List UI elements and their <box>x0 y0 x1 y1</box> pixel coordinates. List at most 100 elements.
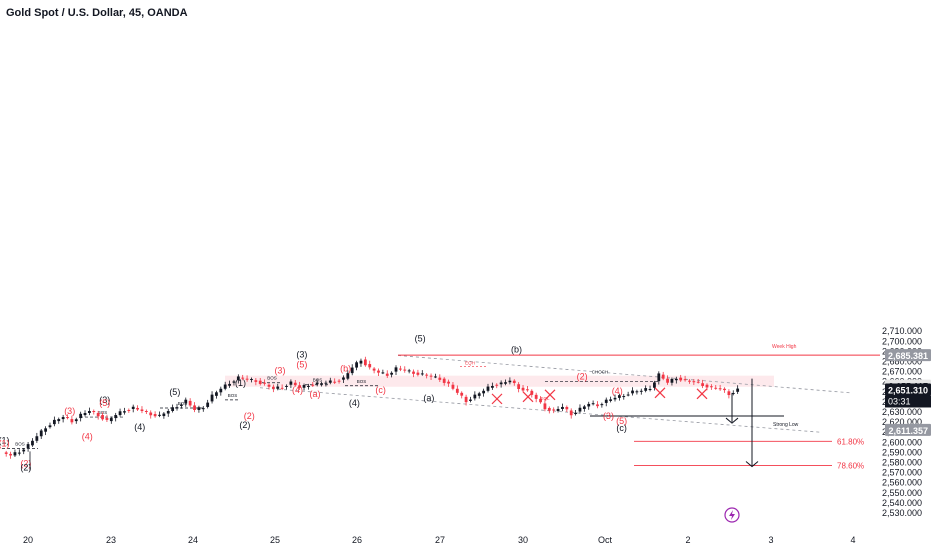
candle-body <box>144 411 148 412</box>
candle-body <box>460 392 464 396</box>
candle-body <box>140 409 144 411</box>
x-mark <box>696 388 708 400</box>
y-tick-label: 2,680.000 <box>882 357 922 367</box>
wave-label: (5) <box>616 416 627 426</box>
week-high-label: Week High <box>772 344 797 350</box>
candle-body <box>499 382 503 385</box>
level-low-tag: 2,611.357 <box>888 426 928 436</box>
candles <box>4 356 740 459</box>
candle-body <box>657 373 661 382</box>
candle-body <box>289 381 293 385</box>
candle-body <box>591 403 595 405</box>
candle-body <box>425 374 429 376</box>
wave-label: (4) <box>612 386 623 396</box>
candle-body <box>131 406 135 409</box>
candle-body <box>600 404 604 406</box>
candle-body <box>245 378 249 380</box>
fib-786-label: 78.60% <box>837 462 864 471</box>
candle-body <box>394 367 398 372</box>
candle-body <box>109 418 113 422</box>
x-tick-label: 30 <box>518 535 528 545</box>
candle-body <box>381 372 385 374</box>
candle-body <box>534 394 538 399</box>
lightning-icon <box>724 507 740 523</box>
x-tick-label: 23 <box>106 535 116 545</box>
candle-body <box>469 399 472 401</box>
candle-body <box>293 382 297 386</box>
candle-body <box>495 384 499 386</box>
candle-body <box>727 391 731 396</box>
candle-body <box>736 388 740 392</box>
candle-body <box>127 409 131 411</box>
candle-body <box>118 411 122 416</box>
candle-body <box>442 378 446 383</box>
candle-body <box>403 369 407 371</box>
eql-label: EQL <box>540 396 550 401</box>
y-tick-label: 2,550.000 <box>882 488 922 498</box>
y-tick-label: 2,620.000 <box>882 417 922 427</box>
last-price-tag-bg <box>885 383 931 396</box>
candle-body <box>547 407 551 411</box>
candle-body <box>254 380 258 382</box>
candle-body <box>644 388 648 391</box>
candle-body <box>517 384 521 389</box>
candle-body <box>429 375 433 377</box>
candle-body <box>587 403 591 407</box>
candle-body <box>307 385 310 387</box>
candle-body <box>731 393 735 395</box>
candle-body <box>613 397 617 400</box>
candle-body <box>83 413 87 416</box>
y-tick-label: 2,570.000 <box>882 468 922 478</box>
candle-body <box>390 372 394 375</box>
supply-zone <box>225 375 774 387</box>
x-tick-label: 26 <box>352 535 362 545</box>
candle-body <box>604 399 608 403</box>
candle-body <box>521 387 525 391</box>
candle-body <box>250 378 253 380</box>
candle-body <box>114 415 118 419</box>
candle-body <box>455 388 459 393</box>
y-tick-label: 2,580.000 <box>882 458 922 468</box>
candle-body <box>701 383 705 386</box>
candle-body <box>385 373 389 376</box>
candle-body <box>210 394 214 402</box>
candle-body <box>206 402 210 407</box>
x-tick-label: 3 <box>768 535 773 545</box>
fib-618-label: 61.80% <box>837 437 864 446</box>
candle-body <box>723 388 726 391</box>
candle-body <box>162 413 166 417</box>
wave-label: (c) <box>375 385 386 395</box>
candle-body <box>267 384 271 387</box>
candle-body <box>17 452 21 454</box>
candle-body <box>666 378 669 383</box>
candle-body <box>74 419 78 422</box>
candle-body <box>416 372 420 375</box>
candle-body <box>692 381 696 383</box>
candle-body <box>61 417 65 420</box>
candle-body <box>88 411 91 414</box>
x-mark <box>654 387 666 399</box>
wave-label: (a) <box>423 393 434 403</box>
wave-label: (2) <box>20 463 31 473</box>
bos-label: BOS <box>357 379 367 384</box>
candle-body <box>504 382 507 384</box>
candle-body <box>451 384 455 389</box>
wave-label: (1) <box>0 438 10 448</box>
candle-body <box>377 370 380 373</box>
level-low-tag-bg <box>885 423 931 436</box>
candle-body <box>526 389 529 391</box>
candle-body <box>539 398 542 403</box>
wave-label: (4) <box>292 385 303 395</box>
candle-body <box>276 386 280 389</box>
bos-label: BOS <box>267 376 277 381</box>
candle-body <box>232 381 236 383</box>
candle-body <box>333 381 337 383</box>
candle-body <box>263 382 267 384</box>
candle-body <box>158 414 161 416</box>
wave-label: (4) <box>349 398 360 408</box>
candle-body <box>39 430 43 437</box>
candle-body <box>166 411 170 414</box>
candle-body <box>149 412 153 416</box>
candle-body <box>639 390 643 392</box>
